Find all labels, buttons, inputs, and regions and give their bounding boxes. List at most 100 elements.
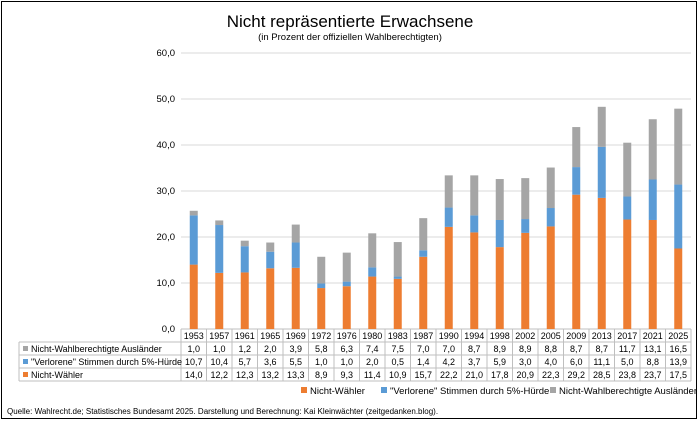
data-label: 4,0 (544, 357, 557, 367)
data-label: 11,4 (364, 370, 381, 380)
data-label: 3,7 (468, 357, 481, 367)
bar-segment (266, 242, 275, 252)
bar-segment (419, 250, 428, 257)
bar-segment (266, 268, 275, 329)
bar-segment (240, 240, 249, 247)
data-label: 9,3 (340, 370, 353, 380)
bar-segment (648, 179, 657, 220)
bar-segment (495, 247, 504, 329)
data-label: 8,8 (544, 344, 557, 354)
bar-segment (521, 219, 530, 233)
table-row-label: Nicht-Wahlberechtigte Ausländer (31, 344, 162, 354)
table-row-label: Nicht-Wähler (31, 370, 83, 380)
data-label: 23,7 (644, 370, 662, 380)
x-tick-label: 1969 (286, 331, 306, 341)
data-label: 7,0 (417, 344, 430, 354)
x-tick-label: 1987 (413, 331, 433, 341)
bar-segment (521, 232, 530, 329)
bar-segment (317, 256, 326, 284)
x-tick-label: 1976 (337, 331, 357, 341)
bar-segment (291, 224, 300, 243)
data-label: 10,9 (389, 370, 407, 380)
bar-segment (648, 119, 657, 180)
bar-segment (240, 246, 249, 273)
table-legend-key (23, 359, 28, 364)
bar-segment (368, 276, 377, 329)
data-label: 3,0 (519, 357, 532, 367)
data-label: 1,0 (213, 344, 226, 354)
data-label: 17,8 (491, 370, 509, 380)
data-label: 1,0 (340, 357, 353, 367)
data-label: 11,7 (619, 344, 636, 354)
x-tick-label: 2021 (643, 331, 663, 341)
legend-label: "Verlorene" Stimmen durch 5%-Hürde (390, 386, 549, 397)
data-label: 11,1 (593, 357, 610, 367)
data-label: 20,9 (516, 370, 534, 380)
bar-segment (240, 272, 249, 329)
bar-segment (546, 167, 555, 209)
y-tick-label: 30,0 (157, 186, 176, 197)
bar-segment (623, 142, 632, 197)
data-label: 8,7 (570, 344, 583, 354)
bar-segment (215, 272, 224, 329)
data-label: 8,9 (493, 344, 506, 354)
data-label: 7,5 (391, 344, 404, 354)
y-tick-label: 60,0 (157, 48, 176, 59)
data-label: 1,0 (187, 344, 200, 354)
data-label: 29,2 (567, 370, 585, 380)
x-tick-label: 2005 (541, 331, 561, 341)
bar-segment (266, 251, 275, 269)
bar-segment (470, 232, 479, 329)
bar-segment (368, 267, 377, 277)
data-label: 22,2 (440, 370, 458, 380)
data-label: 1,4 (417, 357, 430, 367)
data-label: 15,7 (414, 370, 432, 380)
data-label: 8,9 (315, 370, 328, 380)
x-tick-label: 1961 (235, 331, 255, 341)
bar-segment (572, 194, 581, 329)
bar-segment (495, 179, 504, 220)
data-label: 14,0 (185, 370, 203, 380)
legend-label: Nicht-Wahlberechtigte Ausländer (559, 386, 697, 397)
data-label: 5,0 (621, 357, 634, 367)
data-label: 22,3 (542, 370, 560, 380)
data-label: 12,2 (210, 370, 228, 380)
bar-segment (546, 208, 555, 227)
table-legend-key (23, 372, 28, 377)
bar-segment (674, 248, 683, 329)
data-label: 0,5 (391, 357, 404, 367)
bar-segment (189, 264, 198, 329)
bar-segment (368, 233, 377, 268)
data-label: 17,5 (669, 370, 687, 380)
x-tick-label: 1983 (388, 331, 408, 341)
bar-segment (597, 197, 606, 329)
bar-segment (419, 218, 428, 251)
bar-segment (572, 127, 581, 168)
data-label: 12,3 (236, 370, 254, 380)
x-tick-label: 2009 (566, 331, 586, 341)
bar-segment (291, 267, 300, 329)
y-tick-label: 20,0 (157, 232, 176, 243)
data-label: 2,0 (366, 357, 379, 367)
bar-segment (317, 288, 326, 329)
y-tick-label: 0,0 (162, 324, 175, 335)
bar-segment (470, 175, 479, 216)
data-label: 10,7 (185, 357, 203, 367)
data-label: 7,4 (366, 344, 379, 354)
data-label: 3,6 (264, 357, 277, 367)
chart-subtitle: (in Prozent der offiziellen Wahlberechti… (258, 32, 442, 43)
legend-label: Nicht-Wähler (310, 386, 365, 397)
data-label: 16,5 (669, 344, 687, 354)
bar-segment (393, 242, 402, 277)
data-label: 28,5 (593, 370, 611, 380)
bar-segment (393, 276, 402, 279)
data-label: 23,8 (618, 370, 636, 380)
data-label: 13,3 (287, 370, 305, 380)
bar-segment (597, 146, 606, 198)
bar-segment (342, 286, 351, 329)
y-axis-ticks: 0,0 10,0 20,0 30,0 40,0 50,0 60,0 (157, 48, 176, 335)
bar-segment (444, 226, 453, 329)
bar-segment (470, 215, 479, 233)
data-label: 8,7 (595, 344, 608, 354)
